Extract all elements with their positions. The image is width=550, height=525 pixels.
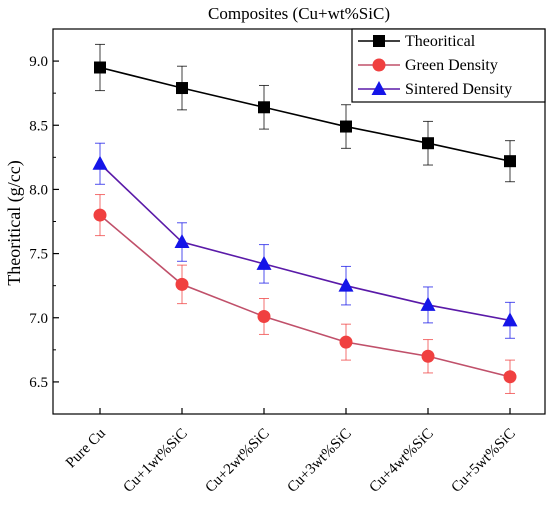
legend-label: Sintered Density xyxy=(405,81,512,98)
series-circle xyxy=(93,194,517,394)
y-axis-ticks: 6.5 7.0 7.5 8.0 8.5 9.0 xyxy=(29,28,59,415)
legend-item: Theoritical xyxy=(358,33,476,50)
legend-marker xyxy=(371,81,387,95)
series-square xyxy=(94,43,516,183)
data-point xyxy=(339,335,353,349)
x-tick-label: Cu+3wt%SiC xyxy=(284,426,354,496)
y-tick-label: 8.5 xyxy=(29,118,48,134)
data-point xyxy=(175,277,189,291)
legend-item: Green Density xyxy=(358,57,498,74)
y-tick-label: 6.5 xyxy=(29,375,48,391)
series-line xyxy=(99,163,511,322)
data-point xyxy=(503,370,517,384)
x-tick-label: Cu+4wt%SiC xyxy=(366,426,436,496)
data-point xyxy=(257,309,271,323)
legend-label: Green Density xyxy=(405,57,498,74)
y-tick-label: 7.5 xyxy=(29,247,48,263)
data-point xyxy=(338,277,354,292)
chart-title: Composites (Cu+wt%SiC) xyxy=(208,4,390,23)
data-point xyxy=(93,208,107,222)
data-point xyxy=(421,349,435,363)
data-point xyxy=(420,296,436,311)
data-point xyxy=(504,155,516,168)
y-tick-label: 7.0 xyxy=(29,311,48,327)
y-tick-label: 8.0 xyxy=(29,182,48,198)
data-point xyxy=(174,234,190,249)
legend: Theoritical Green Density Sintered Density xyxy=(351,28,546,103)
x-tick-label: Cu+2wt%SiC xyxy=(202,426,272,496)
x-axis-ticks: Pure Cu Cu+1wt%SiC Cu+2wt%SiC Cu+3wt%SiC Cu+… xyxy=(63,408,519,496)
data-point xyxy=(256,255,272,270)
legend-marker xyxy=(372,58,386,72)
series-layer xyxy=(92,43,518,394)
series-triangle xyxy=(92,142,518,339)
series-line xyxy=(99,214,511,378)
x-tick-label: Pure Cu xyxy=(63,425,109,471)
x-tick-label: Cu+5wt%SiC xyxy=(448,426,518,496)
data-point xyxy=(422,137,434,150)
data-point xyxy=(92,155,108,170)
legend-item: Sintered Density xyxy=(358,81,512,98)
legend-label: Theoritical xyxy=(405,33,476,50)
legend-marker xyxy=(373,35,385,47)
data-point xyxy=(502,312,518,327)
data-point xyxy=(340,120,352,133)
data-point xyxy=(258,101,270,114)
series-line xyxy=(99,66,511,162)
y-tick-label: 9.0 xyxy=(29,54,48,70)
y-axis-label: Theoritical (g/cc) xyxy=(4,160,25,285)
data-point xyxy=(94,61,106,74)
x-tick-label: Cu+1wt%SiC xyxy=(120,426,190,496)
data-point xyxy=(176,82,188,95)
